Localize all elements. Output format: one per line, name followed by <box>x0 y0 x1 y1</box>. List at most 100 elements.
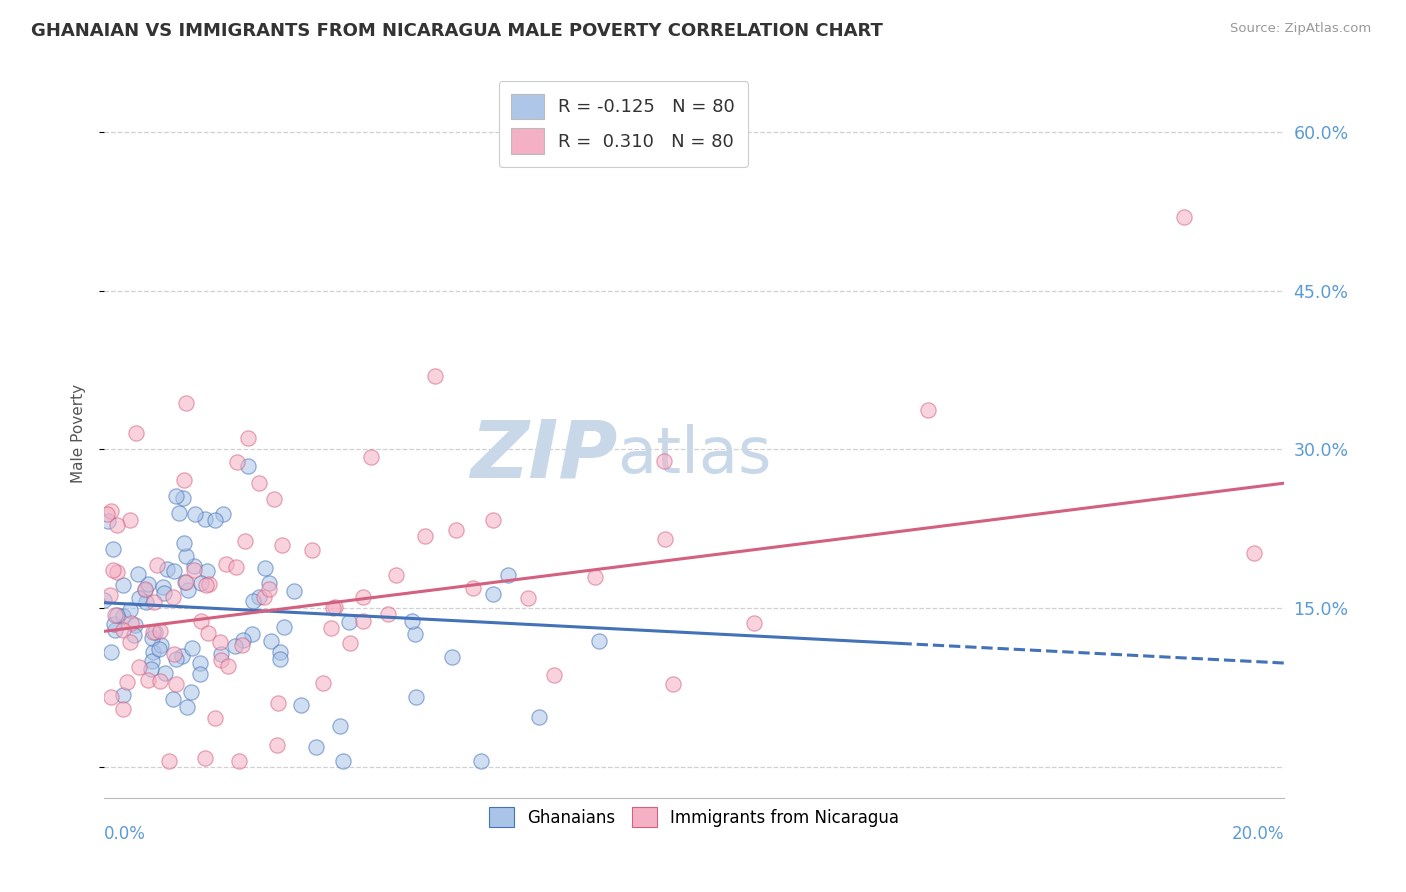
Point <box>172 491 194 505</box>
Point <box>100 690 122 704</box>
Point <box>141 654 163 668</box>
Point <box>194 512 217 526</box>
Point <box>384 568 406 582</box>
Point <box>118 634 141 648</box>
Point <box>100 504 122 518</box>
Point <box>134 582 156 597</box>
Point <box>141 631 163 645</box>
Point <box>236 459 259 474</box>
Point <box>269 645 291 659</box>
Point <box>134 582 156 596</box>
Point <box>149 674 172 689</box>
Point <box>149 624 172 638</box>
Text: Source: ZipAtlas.com: Source: ZipAtlas.com <box>1230 22 1371 36</box>
Point <box>283 583 305 598</box>
Point <box>661 676 683 690</box>
Point <box>377 607 399 622</box>
Point <box>588 633 610 648</box>
Point <box>224 639 246 653</box>
Point <box>174 549 197 564</box>
Point <box>163 564 186 578</box>
Point <box>173 473 195 487</box>
Point <box>304 739 326 754</box>
Point <box>744 615 766 630</box>
Point <box>266 696 288 710</box>
Point <box>247 590 270 604</box>
Point <box>117 674 139 689</box>
Point <box>266 738 288 752</box>
Point <box>440 649 463 664</box>
Point <box>225 560 247 574</box>
Point <box>139 662 162 676</box>
Point <box>149 638 172 652</box>
Point <box>236 431 259 445</box>
Point <box>329 719 352 733</box>
Point <box>112 689 135 703</box>
Point <box>180 641 202 656</box>
Point <box>162 691 184 706</box>
Point <box>190 656 212 670</box>
Point <box>97 514 120 528</box>
Point <box>111 623 134 637</box>
Point <box>301 543 323 558</box>
Point <box>153 586 176 600</box>
Point <box>197 564 219 578</box>
Point <box>652 454 675 468</box>
Point <box>209 647 232 661</box>
Point <box>233 534 256 549</box>
Point <box>401 614 423 628</box>
Point <box>157 755 180 769</box>
Point <box>198 577 221 591</box>
Point <box>543 668 565 682</box>
Point <box>166 677 188 691</box>
Point <box>482 513 505 527</box>
Point <box>352 590 374 604</box>
Point <box>100 645 122 659</box>
Point <box>194 751 217 765</box>
Point <box>197 626 219 640</box>
Point <box>194 578 217 592</box>
Point <box>423 368 446 383</box>
Point <box>103 563 125 577</box>
Point <box>312 675 335 690</box>
Point <box>215 557 238 571</box>
Point <box>127 567 149 582</box>
Point <box>165 489 187 503</box>
Point <box>105 608 128 623</box>
Point <box>143 624 166 639</box>
Point <box>103 617 125 632</box>
Point <box>183 563 205 577</box>
Point <box>128 591 150 605</box>
Point <box>162 591 184 605</box>
Point <box>209 653 232 667</box>
Point <box>120 602 142 616</box>
Point <box>232 632 254 647</box>
Point <box>96 508 118 522</box>
Text: GHANAIAN VS IMMIGRANTS FROM NICARAGUA MALE POVERTY CORRELATION CHART: GHANAIAN VS IMMIGRANTS FROM NICARAGUA MA… <box>31 22 883 40</box>
Point <box>111 702 134 716</box>
Point <box>98 588 121 602</box>
Point <box>125 425 148 440</box>
Point <box>167 506 190 520</box>
Text: atlas: atlas <box>617 425 772 486</box>
Point <box>253 561 276 575</box>
Point <box>212 507 235 521</box>
Point <box>654 532 676 546</box>
Point <box>124 618 146 632</box>
Point <box>142 624 165 639</box>
Point <box>323 600 346 615</box>
Point <box>146 558 169 572</box>
Point <box>273 620 295 634</box>
Point <box>263 491 285 506</box>
Point <box>496 568 519 582</box>
Point <box>190 576 212 591</box>
Point <box>155 562 177 576</box>
Point <box>135 595 157 609</box>
Point <box>138 673 160 687</box>
Point <box>527 710 550 724</box>
Point <box>413 529 436 543</box>
Point <box>269 652 291 666</box>
Point <box>271 538 294 552</box>
Point <box>1243 545 1265 559</box>
Point <box>153 665 176 680</box>
